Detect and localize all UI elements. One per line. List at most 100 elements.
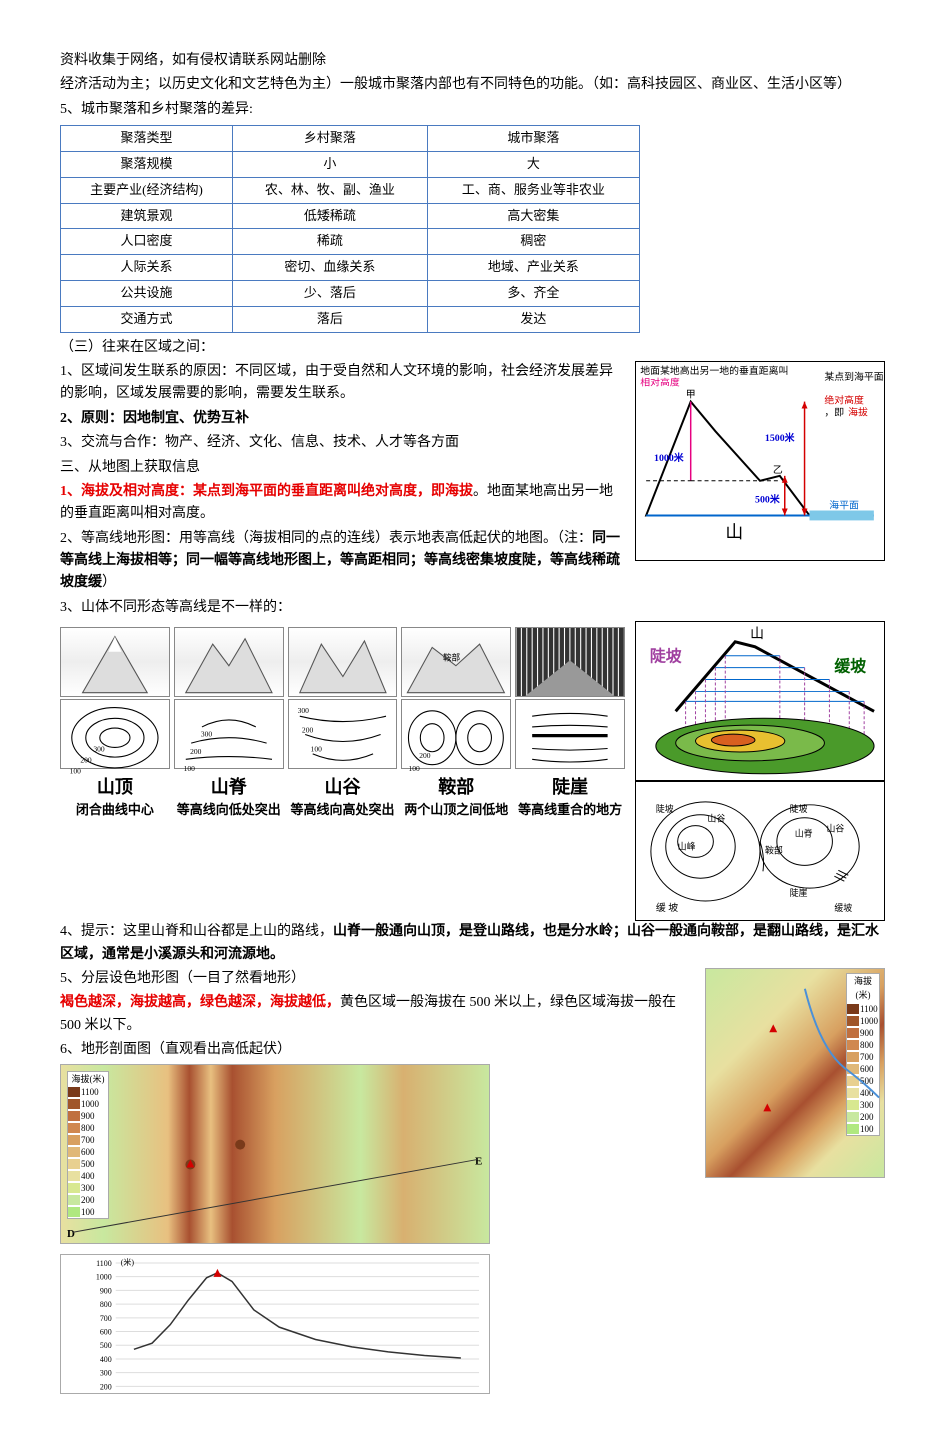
svg-text:200: 200 (80, 756, 92, 765)
table-cell: 多、齐全 (427, 280, 639, 306)
profile-chart: 11001000900800700600500400300200(米) (60, 1254, 490, 1394)
landform-sketch (288, 627, 398, 697)
svg-text:500: 500 (100, 1341, 112, 1350)
svg-text:900: 900 (100, 1286, 112, 1295)
section3-p3: 3、交流与合作：物产、经济、文化、信息、技术、人才等各方面 (60, 432, 625, 454)
svg-text:1000米: 1000米 (654, 451, 684, 464)
table-cell: 聚落类型 (61, 126, 233, 152)
landform-name: 山谷 (288, 773, 398, 802)
table-cell: 密切、血缘关系 (232, 255, 427, 281)
landform-item: 100200300 山顶 闭合曲线中心 (60, 627, 170, 819)
svg-text:山谷: 山谷 (826, 824, 844, 834)
table-cell: 大 (427, 151, 639, 177)
landform-name: 陡崖 (515, 773, 625, 802)
section3-title: （三）往来在区域之间： (60, 337, 885, 359)
landform-row: 100200300 山顶 闭合曲线中心 100200300 山脊 等高线向低处突… (60, 627, 625, 819)
table-cell: 发达 (427, 306, 639, 332)
svg-text:1000: 1000 (96, 1272, 112, 1281)
svg-text:山: 山 (725, 522, 743, 542)
svg-text:(米): (米) (121, 1257, 135, 1267)
landform-desc: 等高线向低处突出 (174, 802, 284, 819)
section3-p1: 1、区域间发生联系的原因：不同区域，由于受自然和人文环境的影响，社会经济发展差异… (60, 361, 625, 406)
disclaimer: 资料收集于网络，如有侵权请联系网站删除 (60, 50, 885, 72)
svg-text:山峰: 山峰 (678, 842, 696, 852)
svg-text:缓坡: 缓坡 (834, 902, 852, 913)
svg-text:800: 800 (100, 1300, 112, 1309)
table-cell: 城市聚落 (427, 126, 639, 152)
landform-contour: 100200300 (174, 699, 284, 769)
landform-desc: 等高线向高处突出 (288, 802, 398, 819)
svg-text:陡坡: 陡坡 (790, 803, 808, 814)
svg-text:100: 100 (310, 745, 322, 754)
landform-contour: 100200 (401, 699, 511, 769)
table-cell: 农、林、牧、副、渔业 (232, 177, 427, 203)
svg-text:200: 200 (190, 747, 202, 756)
table-cell: 小 (232, 151, 427, 177)
settlement-diff-table: 聚落类型乡村聚落城市聚落聚落规模小大主要产业(经济结构)农、林、牧、副、渔业工、… (60, 125, 640, 332)
table-cell: 交通方式 (61, 306, 233, 332)
table-cell: 人际关系 (61, 255, 233, 281)
landform-desc: 闭合曲线中心 (60, 802, 170, 819)
table-cell: 建筑景观 (61, 203, 233, 229)
table-cell: 乡村聚落 (232, 126, 427, 152)
profile-section: 海拔(米) 1100100090080070060050040030020010… (60, 1064, 490, 1394)
map-p6: 6、地形剖面图（直观看出高低起伏） (60, 1039, 695, 1061)
svg-text:山谷: 山谷 (707, 814, 725, 824)
table-cell: 高大密集 (427, 203, 639, 229)
elevation-diagram: 地面某地高出另一地的垂直距离叫 相对高度 某点到海平面的垂直距离叫 绝对高度 ，… (635, 361, 885, 561)
svg-text:陡坡: 陡坡 (656, 803, 674, 814)
landform-sketch: 鞍部 (401, 627, 511, 697)
svg-text:陡崖: 陡崖 (790, 887, 808, 898)
table-cell: 工、商、服务业等非农业 (427, 177, 639, 203)
svg-text:陡坡: 陡坡 (650, 647, 682, 666)
slope-diagram: 山 陡坡 缓坡 (635, 621, 885, 781)
landform-contour (515, 699, 625, 769)
svg-text:300: 300 (93, 745, 105, 754)
svg-text:1100: 1100 (96, 1259, 112, 1268)
landform-desc: 两个山顶之间低地 (401, 802, 511, 819)
svg-text:200: 200 (302, 726, 314, 735)
svg-text:甲: 甲 (686, 390, 696, 401)
svg-text:500米: 500米 (755, 493, 780, 506)
svg-text:某点到海平面的垂直距离叫: 某点到海平面的垂直距离叫 (824, 370, 884, 383)
svg-text:缓坡: 缓坡 (834, 657, 866, 676)
svg-text:D: D (67, 1228, 75, 1240)
svg-text:，即: ，即 (824, 406, 844, 418)
svg-text:700: 700 (100, 1313, 112, 1322)
section3-p2: 2、原则：因地制宜、优势互补 (60, 408, 625, 430)
svg-text:绝对高度: 绝对高度 (824, 394, 864, 407)
table-cell: 稠密 (427, 229, 639, 255)
table-cell: 少、落后 (232, 280, 427, 306)
landform-item: 陡崖 等高线重合的地方 (515, 627, 625, 819)
landform-name: 鞍部 (401, 773, 511, 802)
svg-text:相对高度: 相对高度 (640, 376, 680, 389)
landform-name: 山脊 (174, 773, 284, 802)
svg-text:100: 100 (409, 764, 421, 773)
map-p1: 1、海拔及相对高度：某点到海平面的垂直距离叫绝对高度，即海拔。地面某地高出另一地… (60, 481, 625, 526)
profile-layered-map: 海拔(米) 1100100090080070060050040030020010… (60, 1064, 490, 1244)
svg-text:海拔: 海拔 (848, 405, 868, 418)
svg-text:300: 300 (201, 730, 213, 739)
svg-text:300: 300 (297, 706, 309, 715)
landform-sketch (174, 627, 284, 697)
landform-item: 100200300 山脊 等高线向低处突出 (174, 627, 284, 819)
landform-item: 300 200 100 山谷 等高线向高处突出 (288, 627, 398, 819)
section-map-title: 三、从地图上获取信息 (60, 457, 625, 479)
landform-desc: 等高线重合的地方 (515, 802, 625, 819)
svg-text:400: 400 (100, 1355, 112, 1364)
landform-sketch (60, 627, 170, 697)
svg-text:200: 200 (100, 1382, 112, 1391)
svg-text:山脊: 山脊 (795, 828, 813, 839)
map-p5: 5、分层设色地形图（一目了然看地形） (60, 968, 695, 990)
landform-contour: 100200300 (60, 699, 170, 769)
svg-text:乙: 乙 (773, 464, 783, 476)
landform-sketch (515, 627, 625, 697)
intro-paragraph: 经济活动为主；以历史文化和文艺特色为主）一般城市聚落内部也有不同特色的功能。（如… (60, 74, 885, 96)
map-p2: 2、等高线地形图：用等高线（海拔相同的点的连线）表示地表高低起伏的地图。（注：同… (60, 528, 625, 595)
landform-contour: 300 200 100 (288, 699, 398, 769)
svg-text:1500米: 1500米 (765, 431, 795, 444)
svg-text:E: E (475, 1155, 482, 1167)
svg-text:缓 坡: 缓 坡 (656, 901, 678, 914)
table-cell: 落后 (232, 306, 427, 332)
landform-item: 鞍部 100200 鞍部 两个山顶之间低地 (401, 627, 511, 819)
